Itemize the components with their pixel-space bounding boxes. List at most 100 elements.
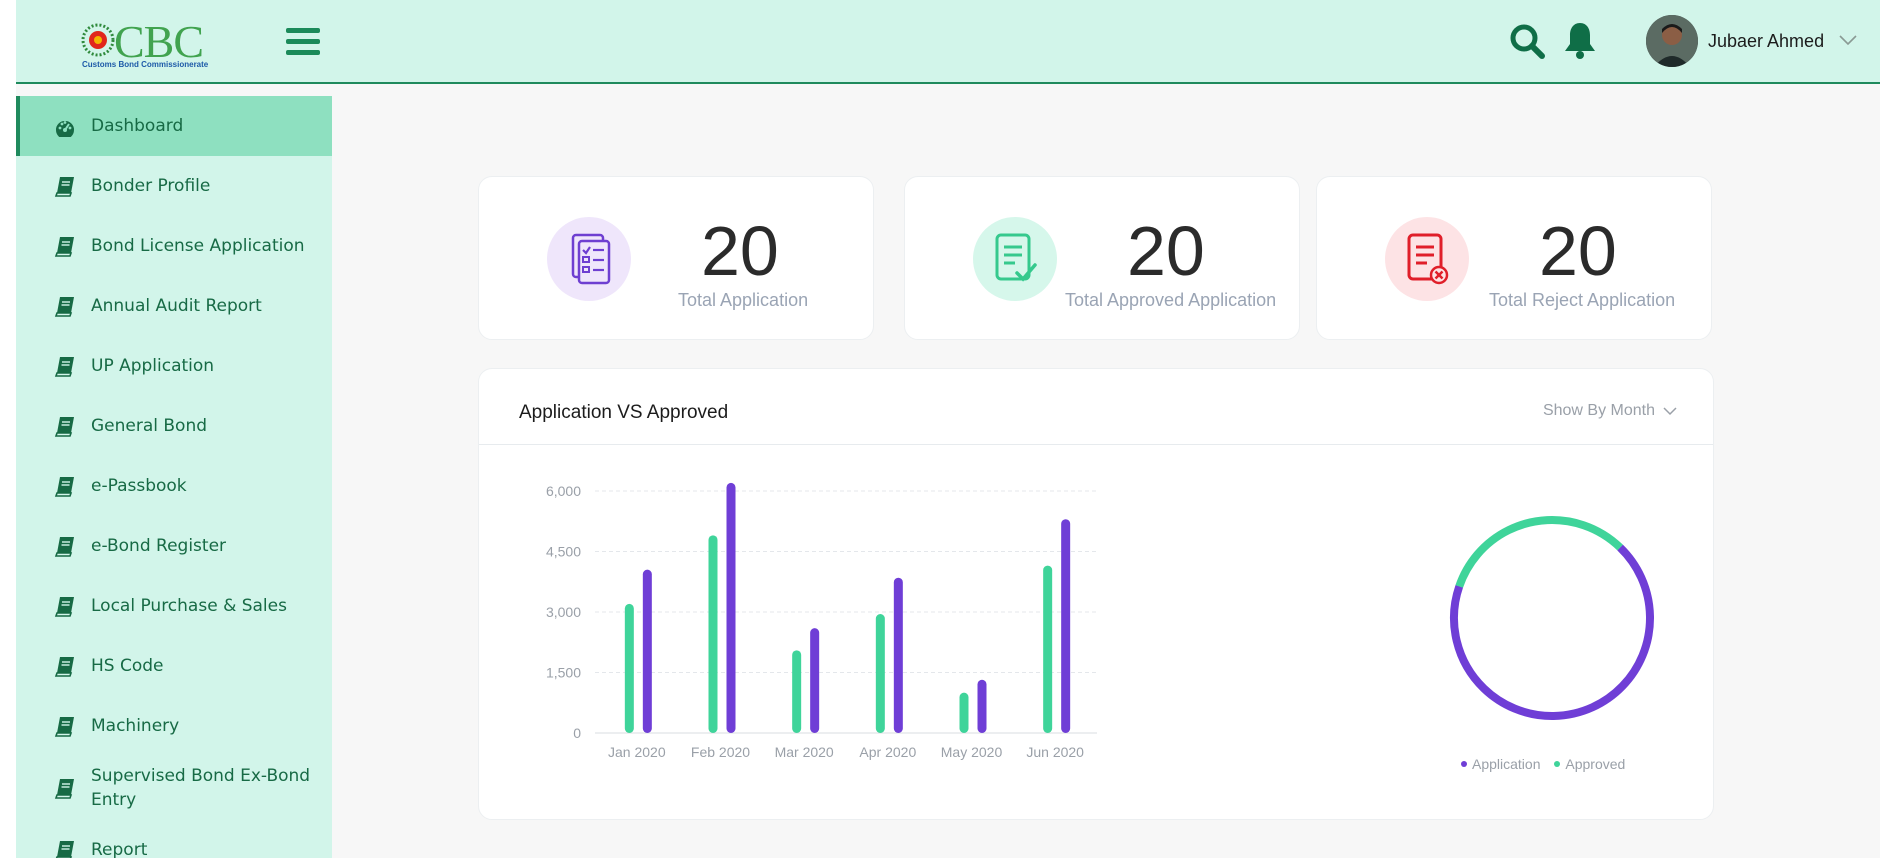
book-icon [54,477,74,497]
donut-chart [1450,516,1654,720]
checklist-icon [571,233,611,285]
sidebar-item-label: Bond License Application [91,236,305,256]
sidebar-item-local-purchase-sales[interactable]: Local Purchase & Sales [16,576,332,636]
x-tick-label: Apr 2020 [859,744,916,760]
chevron-down-icon[interactable] [1838,34,1858,46]
bar-chart: 0 1,500 3,000 4,500 6,000 Jan 2020 Feb 2020 Mar… [546,482,1097,760]
bar-approved [959,692,969,733]
bar-application [726,482,736,733]
y-tick-label: 3,000 [546,604,581,620]
y-tick-label: 4,500 [546,544,581,560]
sidebar-item-annual-audit-report[interactable]: Annual Audit Report [16,276,332,336]
bar-approved [708,535,718,733]
sidebar-item-label: Report [91,840,148,858]
stat-icon-badge [973,217,1057,301]
stat-value: 20 [1539,212,1617,290]
stat-card-total-approved: 20 Total Approved Application [904,176,1300,340]
sidebar-item-machinery[interactable]: Machinery [16,696,332,756]
user-avatar[interactable] [1646,15,1698,67]
chart-panel: Application VS Approved Show By Month 0 1… [478,368,1714,820]
dashboard-gauge-icon [56,121,74,137]
book-icon [54,597,74,617]
chart-title: Application VS Approved [519,402,729,423]
sidebar-item-label: General Bond [91,416,208,436]
stat-card-total-reject: 20 Total Reject Application [1316,176,1712,340]
rejected-document-icon [1407,233,1449,285]
bar-approved [624,603,634,733]
dropdown-label: Show By Month [1542,402,1655,419]
approved-document-icon [995,233,1037,282]
sidebar-item-general-bond[interactable]: General Bond [16,396,332,456]
legend-item-application[interactable]: Application [1461,755,1541,773]
stat-value: 20 [1127,212,1205,290]
sidebar-item-up-application[interactable]: UP Application [16,336,332,396]
legend-label: Application [1472,756,1541,772]
app-root: CBC Customs Bond Commissionerate Jubaer … [16,0,1880,858]
logo-subtitle: Customs Bond Commissionerate [82,60,209,69]
sidebar-item-e-bond-register[interactable]: e-Bond Register [16,516,332,576]
sidebar-item-label: Local Purchase & Sales [91,596,287,616]
menu-toggle-icon[interactable] [286,28,320,58]
bar-application [810,628,820,733]
stat-icon-badge [1385,217,1469,301]
sidebar-item-label: HS Code [91,656,164,676]
stat-icon-badge [547,217,631,301]
donut-legend: Application Approved [1461,753,1635,773]
stat-card-total-application: 20 Total Application [478,176,874,340]
search-icon[interactable] [1508,22,1546,60]
sidebar-item-label-line2: Entry [91,790,137,810]
y-tick-label: 0 [573,725,581,741]
user-name[interactable]: Jubaer Ahmed [1708,31,1825,51]
show-by-month-dropdown[interactable]: Show By Month [1542,401,1677,421]
sidebar-item-label: UP Application [91,356,215,376]
donut-slice-approved [1450,516,1654,720]
y-tick-label: 6,000 [546,483,581,499]
notification-bell-icon[interactable] [1562,20,1598,60]
sidebar-item-label: e-Bond Register [91,536,227,556]
y-tick-label: 1,500 [546,665,581,681]
sidebar: Dashboard Bonder Profile Bond License Ap… [16,96,332,858]
sidebar-item-label-line1: Supervised Bond Ex-Bond [91,766,311,786]
cbc-logo[interactable]: CBC Customs Bond Commissionerate [80,18,220,72]
top-header: CBC Customs Bond Commissionerate Jubaer … [16,0,1880,84]
stat-label: Total Reject Application [1489,290,1676,310]
bar-application [642,569,652,733]
bar-approved [875,614,885,733]
bar-application [893,577,903,733]
legend-item-approved[interactable]: Approved [1554,755,1625,773]
sidebar-item-bonder-profile[interactable]: Bonder Profile [16,156,332,216]
book-icon [54,237,74,257]
legend-label: Approved [1565,756,1626,772]
x-tick-label: Mar 2020 [775,744,834,760]
bar-approved [1043,565,1053,733]
book-icon [54,357,74,377]
book-icon [55,841,74,858]
sidebar-item-label: e-Passbook [91,476,187,496]
stat-value: 20 [701,212,779,290]
book-icon [54,417,74,437]
sidebar-item-label: Annual Audit Report [91,296,262,316]
logo-emblem-icon [81,23,115,57]
logo-text: CBC [114,16,204,67]
stat-label: Total Approved Application [1065,290,1277,310]
sidebar-item-hs-code[interactable]: HS Code [16,636,332,696]
bar-approved [792,650,802,733]
sidebar-item-e-passbook[interactable]: e-Passbook [16,456,332,516]
sidebar-item-dashboard[interactable]: Dashboard [16,96,332,156]
legend-dot [1461,761,1467,767]
stat-label: Total Application [678,290,809,310]
bar-application [977,679,987,733]
legend-dot [1554,761,1561,767]
x-tick-label: Jan 2020 [608,744,666,760]
sidebar-item-bond-license-application[interactable]: Bond License Application [16,216,332,276]
book-icon [54,537,74,557]
sidebar-item-report[interactable]: Report [16,820,332,858]
sidebar-item-label: Machinery [91,716,180,736]
book-icon [54,177,74,197]
x-tick-label: Jun 2020 [1026,744,1084,760]
sidebar-item-label: Bonder Profile [91,176,211,196]
sidebar-item-supervised-bond-ex-bond-entry[interactable]: Supervised Bond Ex-Bond Entry [16,756,332,820]
book-icon [54,717,74,737]
chart-panel-header: Application VS Approved Show By Month [479,369,1713,445]
sidebar-item-label: Dashboard [91,116,184,136]
